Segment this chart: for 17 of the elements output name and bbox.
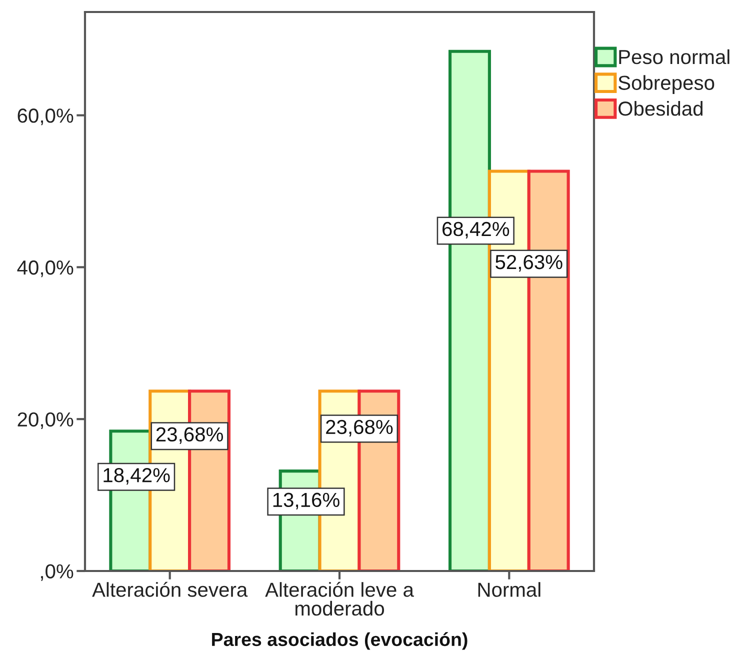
legend-label: Obesidad	[618, 101, 702, 116]
x-tick-label: Alteración severa	[92, 582, 248, 597]
data-label: 18,42%	[104, 468, 170, 485]
data-label: 13,16%	[273, 492, 340, 510]
y-tick-label: ,0%	[40, 564, 74, 581]
data-label: 23,68%	[326, 420, 393, 436]
data-label: 68,42%	[442, 222, 510, 239]
x-tick-label: Normal	[478, 582, 540, 597]
legend-label: Sobrepeso	[618, 75, 714, 94]
x-axis-title: Pares asociados (evocación)	[212, 632, 468, 650]
x-tick-label: Alteración leve a moderado	[265, 582, 414, 616]
y-tick-label: 40,0%	[17, 260, 74, 278]
y-tick-label: 60,0%	[18, 108, 74, 126]
y-tick-label: 20,0%	[18, 412, 74, 429]
data-label: 52,63%	[496, 254, 562, 272]
legend-label: Peso normal	[619, 49, 730, 64]
data-label: 23,68%	[156, 427, 223, 444]
